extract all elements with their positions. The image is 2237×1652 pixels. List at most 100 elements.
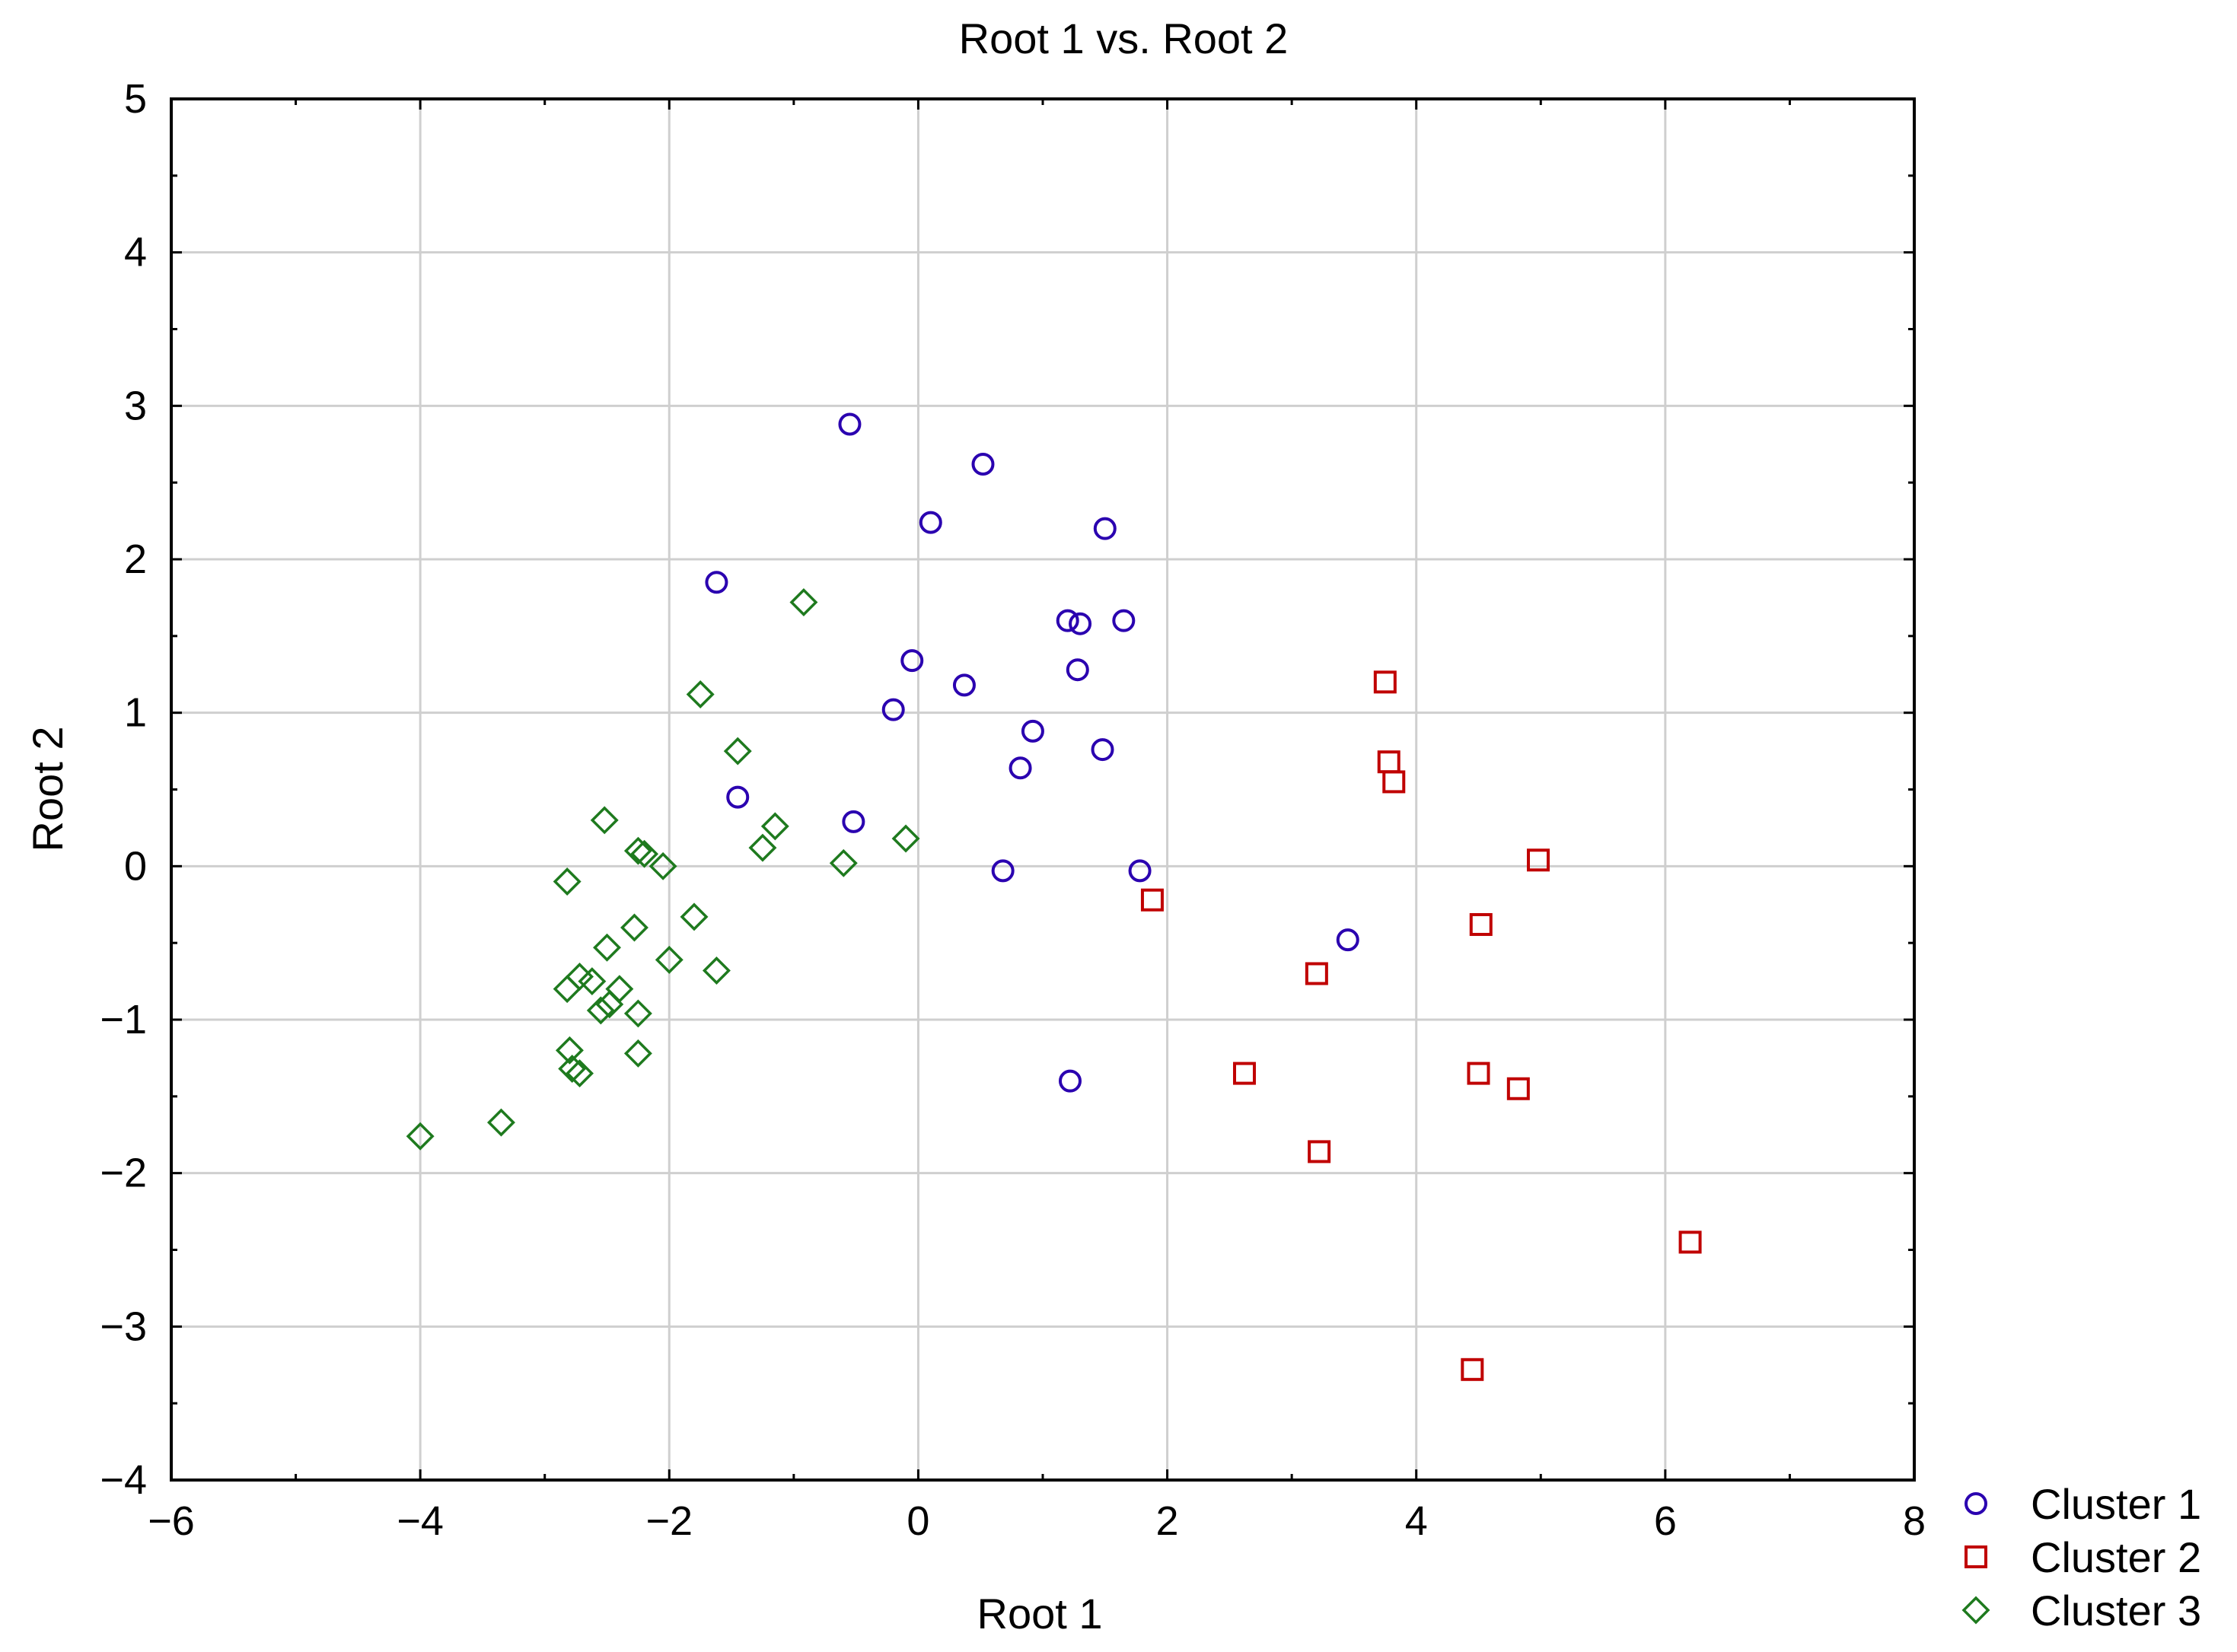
data-points [406,412,1702,1381]
data-point-cluster-3 [553,867,582,896]
data-point-cluster-2 [1527,848,1550,872]
legend: Cluster 1 Cluster 2 Cluster 3 [1961,1480,2201,1634]
legend-item-cluster-1: Cluster 1 [1965,1480,2201,1528]
data-point-cluster-3 [558,1055,587,1084]
y-tick-label: 4 [124,230,147,275]
x-tick-label: 8 [1903,1498,1926,1544]
series-cluster-1 [705,412,1359,1093]
y-tick-label: 1 [124,690,147,736]
y-tick-label: −3 [100,1303,147,1349]
data-point-cluster-3 [829,848,858,877]
data-point-cluster-1 [1009,756,1032,780]
data-point-cluster-3 [553,975,582,1004]
data-point-cluster-1 [705,571,728,594]
legend-item-cluster-2: Cluster 2 [1965,1533,2201,1581]
data-point-cluster-3 [566,1059,594,1088]
data-point-cluster-3 [655,945,684,974]
data-point-cluster-2 [1373,670,1397,694]
data-point-cluster-2 [1305,962,1328,985]
data-point-cluster-3 [680,902,709,931]
data-point-cluster-2 [1506,1077,1530,1100]
x-tick-label: −2 [645,1498,693,1544]
data-point-cluster-3 [702,956,731,985]
legend-label-cluster-1: Cluster 1 [2031,1480,2201,1528]
data-point-cluster-3 [623,1039,652,1068]
data-point-cluster-1 [1112,609,1136,632]
y-tick-label: −4 [100,1457,147,1503]
grid-lines [171,99,1914,1480]
y-tick-label: −2 [100,1151,147,1196]
data-point-cluster-2 [1382,770,1406,794]
data-point-cluster-3 [789,587,818,616]
data-point-cluster-3 [593,933,621,962]
data-point-cluster-1 [1093,517,1117,540]
x-tick-label: −6 [148,1498,195,1544]
data-point-cluster-3 [555,1036,584,1065]
series-cluster-3 [406,587,920,1151]
x-tick-label: 4 [1405,1498,1428,1544]
legend-item-cluster-3: Cluster 3 [1961,1587,2201,1634]
data-point-cluster-3 [760,812,789,841]
data-point-cluster-1 [1091,738,1114,762]
legend-marker-cluster-3 [1961,1596,1990,1625]
data-point-cluster-1 [881,698,905,721]
legend-label-cluster-3: Cluster 3 [2031,1587,2201,1634]
data-point-cluster-1 [900,649,924,673]
data-point-cluster-2 [1461,1358,1484,1381]
data-point-cluster-1 [1066,658,1089,682]
data-point-cluster-1 [919,511,942,534]
data-point-cluster-1 [726,785,750,809]
data-point-cluster-2 [1467,1062,1490,1085]
y-tick-label: −1 [100,997,147,1042]
x-tick-labels: −6 −4 −2 0 2 4 6 8 [148,1498,1926,1544]
data-point-cluster-3 [620,913,648,942]
data-point-cluster-3 [748,833,777,862]
data-point-cluster-1 [1058,1069,1082,1093]
data-point-cluster-1 [1069,612,1092,635]
data-point-cluster-2 [1678,1230,1702,1254]
data-point-cluster-1 [1336,928,1359,952]
data-point-cluster-3 [723,737,752,766]
data-point-cluster-3 [578,967,607,996]
data-point-cluster-3 [586,996,615,1025]
axis-ticks [170,97,1916,1482]
x-tick-label: 6 [1654,1498,1677,1544]
legend-marker-cluster-2 [1965,1545,1987,1568]
data-point-cluster-3 [630,839,659,868]
data-point-cluster-1 [1128,859,1152,883]
y-tick-label: 5 [124,76,147,122]
data-point-cluster-3 [406,1122,435,1151]
x-tick-label: 0 [907,1498,929,1544]
data-point-cluster-3 [648,851,677,880]
data-point-cluster-2 [1232,1062,1256,1085]
legend-label-cluster-2: Cluster 2 [2031,1533,2201,1581]
data-point-cluster-1 [838,412,862,436]
legend-marker-cluster-1 [1965,1492,1987,1515]
data-point-cluster-1 [842,810,865,833]
data-point-cluster-1 [1021,719,1044,743]
data-point-cluster-1 [971,452,995,476]
x-tick-label: 2 [1156,1498,1179,1544]
data-point-cluster-3 [486,1108,515,1137]
y-tick-labels: 5 4 3 2 1 0 −1 −2 −3 −4 [100,76,147,1503]
series-cluster-2 [1140,670,1702,1381]
y-axis-label: Root 2 [24,727,72,852]
y-tick-label: 0 [124,843,147,889]
data-point-cluster-3 [623,999,652,1028]
data-point-cluster-3 [891,824,920,853]
data-point-cluster-3 [623,836,652,865]
data-point-cluster-1 [991,859,1015,883]
data-point-cluster-1 [1056,609,1079,632]
data-point-cluster-1 [952,673,976,697]
data-point-cluster-3 [590,806,619,835]
x-tick-label: −4 [397,1498,444,1544]
y-tick-label: 2 [124,536,147,582]
data-point-cluster-2 [1140,888,1164,912]
x-axis-label: Root 1 [977,1590,1103,1638]
data-point-cluster-3 [686,680,715,708]
data-point-cluster-2 [1308,1140,1331,1163]
chart-title: Root 1 vs. Root 2 [959,14,1289,62]
y-tick-label: 3 [124,383,147,428]
data-point-cluster-2 [1469,912,1493,936]
